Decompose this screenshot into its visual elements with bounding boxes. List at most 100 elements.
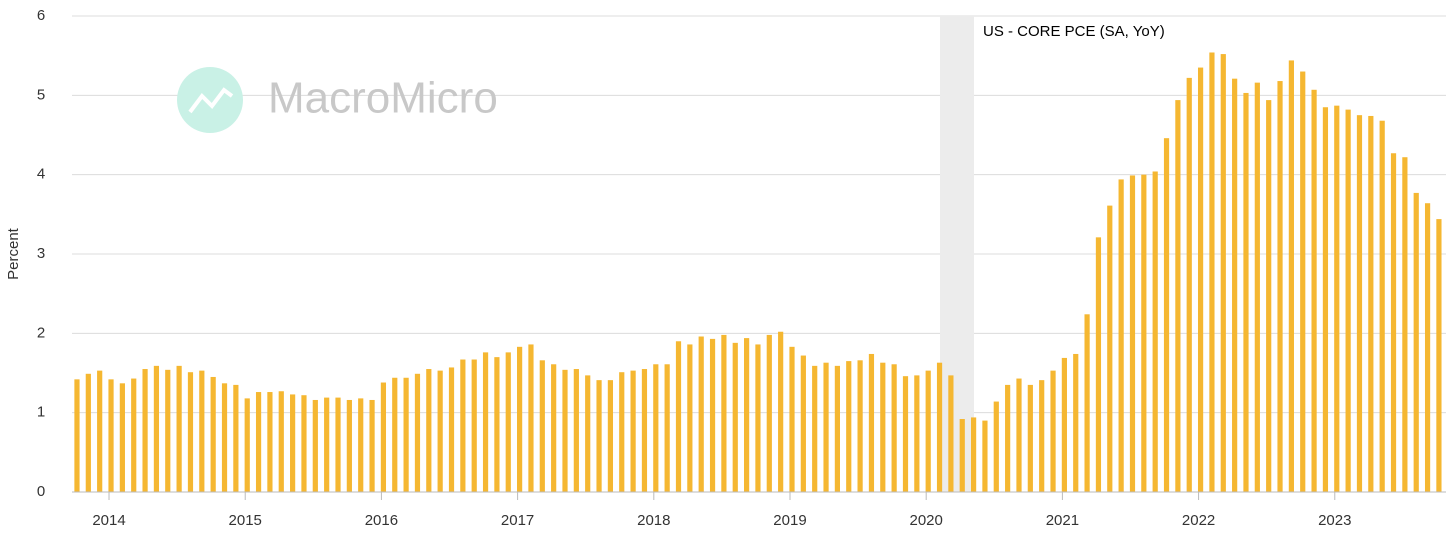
bar [789,346,795,492]
y-axis-label: Percent [5,227,22,280]
bar [312,399,318,492]
bar [823,362,829,492]
bar [1220,54,1226,492]
bar [1379,120,1385,492]
bar [687,344,693,492]
y-tick-label: 3 [37,245,45,262]
x-tick-label: 2018 [637,512,670,529]
bar [1356,115,1363,493]
bar [187,372,194,492]
bar [1197,67,1204,493]
y-tick-label: 1 [37,404,45,421]
bar [698,336,704,492]
bar [1061,357,1067,492]
bar [119,383,125,492]
bar [403,377,409,492]
bar [846,361,852,492]
bar [1413,192,1419,492]
bar [108,379,114,492]
bar [267,392,273,492]
bar [1277,81,1283,492]
bar [1254,82,1260,492]
bar [902,376,909,492]
y-tick-label: 6 [37,7,45,24]
bar [1288,60,1294,492]
bar [800,355,806,492]
bar [721,334,727,492]
x-tick-label: 2021 [1046,512,1079,529]
bar [324,397,330,492]
legend-label: US - CORE PCE (SA, YoY) [983,23,1165,40]
bar [959,419,965,492]
bar [1436,219,1442,493]
bar [925,370,931,492]
x-tick-label: 2016 [365,512,398,529]
bar [970,417,977,492]
bar [176,365,182,492]
bar [255,392,262,492]
x-tick-label: 2014 [92,512,125,529]
bar [891,364,897,492]
bar [233,384,239,492]
bar [460,359,466,492]
bar [153,365,160,492]
bar [1209,52,1215,492]
x-tick-label: 2015 [229,512,262,529]
bar [982,420,988,492]
x-tick-label: 2017 [501,512,534,529]
bar [778,331,784,492]
bar [369,399,375,492]
bar [857,360,863,492]
bar [85,373,91,492]
bar [346,399,352,492]
bar [880,362,886,492]
bar [936,362,943,492]
bar [1334,105,1340,492]
bar [414,373,421,492]
bar [221,383,228,492]
bar [437,370,443,492]
bar [641,369,648,492]
bar [585,375,591,492]
bar [539,360,545,492]
bar [1390,153,1397,492]
bar [732,342,738,492]
bar [1107,205,1113,492]
bar [1322,107,1329,492]
bar [165,369,171,492]
bar [335,397,341,492]
bar [1402,157,1408,493]
bar [358,398,364,492]
bar [142,369,148,492]
bar [914,375,920,492]
bar [744,338,750,492]
bar [709,338,716,492]
bar [210,376,216,492]
bar [482,352,489,492]
bar [1186,77,1192,492]
bar [766,334,772,492]
x-tick-label: 2023 [1318,512,1351,529]
bar [1424,203,1431,492]
bar [551,364,557,492]
y-tick-label: 2 [37,324,45,341]
bar [1243,92,1249,492]
bar [596,380,602,492]
bar [1311,89,1317,492]
bar [562,369,568,492]
bar [1300,71,1306,493]
y-tick-label: 5 [37,86,45,103]
bar [834,365,840,492]
bar [675,341,682,492]
bar [755,344,761,492]
bar [1084,314,1090,492]
bar [630,370,636,492]
x-tick-label: 2019 [773,512,806,529]
bar [199,370,205,492]
bar [1152,171,1158,492]
bar [448,367,455,492]
bar [1232,78,1238,492]
bar [1368,115,1374,493]
bar [993,401,999,492]
